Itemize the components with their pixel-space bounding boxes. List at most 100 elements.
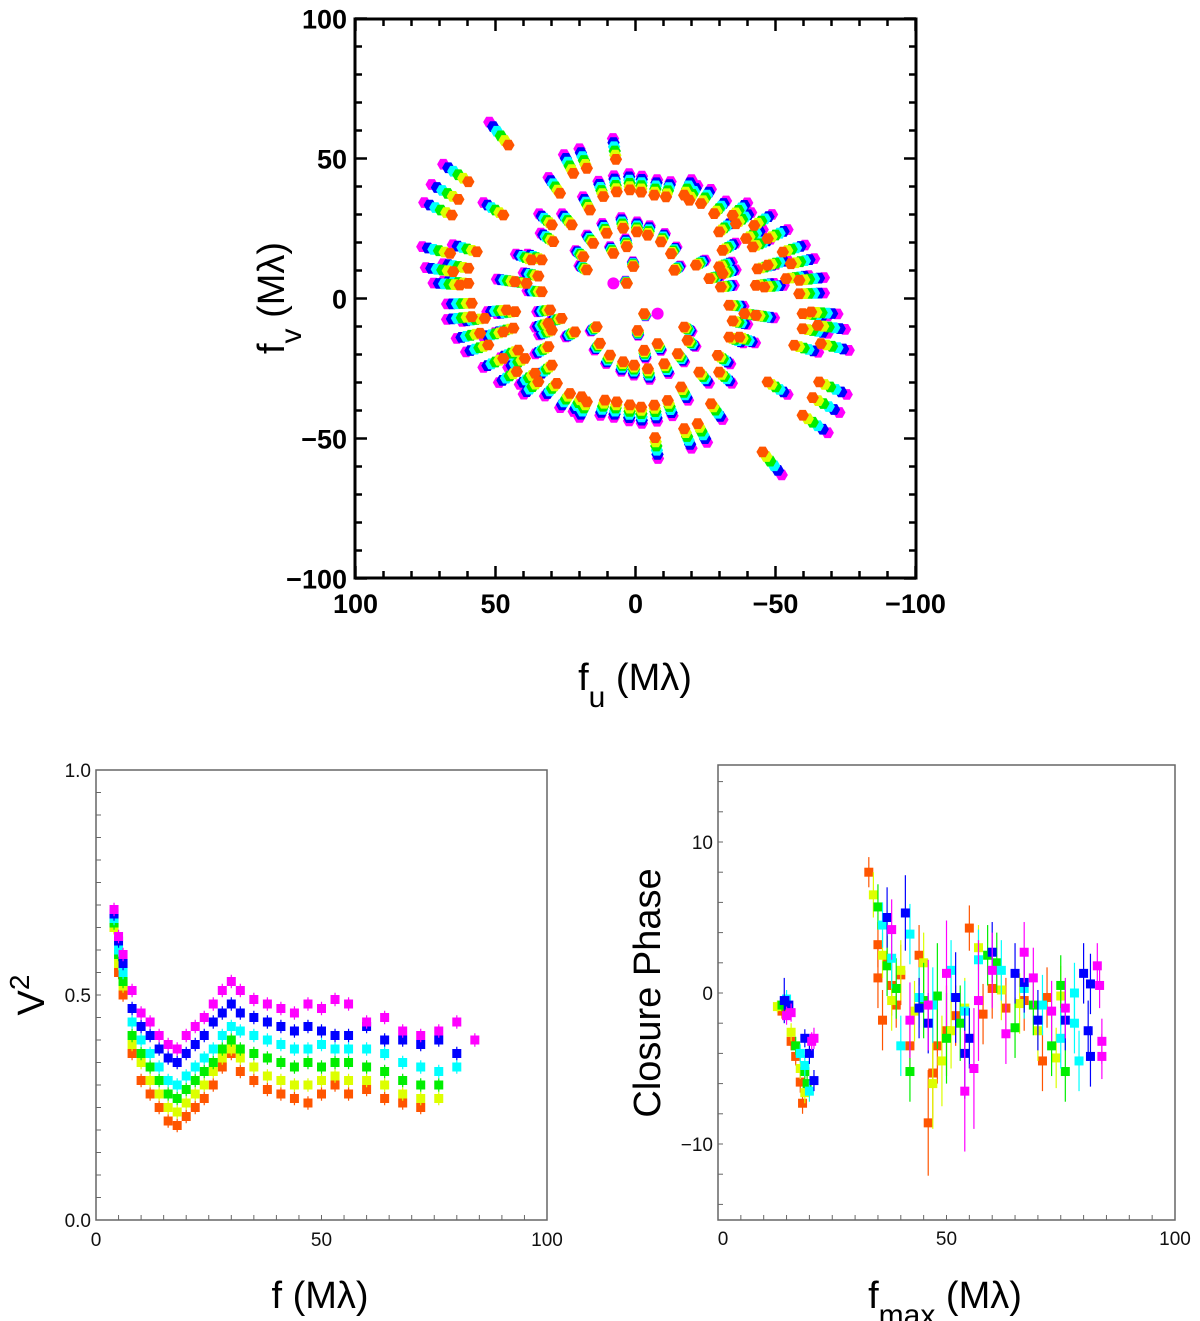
uv-point	[542, 341, 555, 352]
uv-point	[508, 306, 522, 317]
uv-point	[678, 423, 691, 435]
v2-point	[109, 905, 119, 914]
cp-point	[1056, 980, 1066, 990]
uv-point	[713, 261, 726, 273]
uv-point	[713, 366, 726, 378]
uv-point	[641, 363, 654, 375]
v2-point	[199, 1053, 209, 1063]
uv-point	[620, 278, 633, 289]
v2-point	[154, 1076, 164, 1085]
v2-point	[127, 1004, 137, 1013]
uv-point	[739, 233, 753, 244]
cp-point	[928, 1079, 938, 1089]
v2-point	[181, 1085, 191, 1094]
v2-point	[235, 1053, 245, 1063]
v2-point	[398, 1076, 408, 1085]
cp-point	[795, 1048, 805, 1058]
uv-point	[654, 236, 668, 248]
cp-point	[882, 961, 892, 971]
uv-point	[723, 299, 736, 311]
v2-point	[235, 1008, 245, 1018]
uv-point	[627, 261, 640, 272]
v2-plot-frame	[95, 769, 548, 1221]
v2-point	[276, 1058, 286, 1067]
v2-point	[452, 1049, 462, 1058]
cp-point	[1033, 1015, 1043, 1025]
v2-point	[303, 999, 313, 1009]
x-tick-label: 100	[531, 1230, 563, 1251]
cp-point	[1019, 947, 1029, 957]
x-axis-label-rest: (Mλ)	[935, 1275, 1022, 1317]
y-axis-label-base: V	[11, 989, 53, 1015]
uv-channel-4	[438, 135, 833, 462]
cp-point	[983, 950, 993, 960]
cp-point	[905, 1067, 915, 1077]
v2-point	[163, 1040, 173, 1049]
uv-point	[528, 367, 542, 379]
uv-point	[796, 323, 809, 335]
cp-point	[969, 1064, 979, 1073]
v2-point	[226, 1022, 236, 1031]
v2-point	[416, 1094, 426, 1103]
uv-point	[497, 353, 510, 364]
uv-point	[638, 344, 651, 356]
uv-point	[623, 399, 637, 411]
v2-point	[303, 1044, 313, 1054]
cp-point	[910, 1006, 920, 1016]
y-axis-label-base: Closure Phase	[627, 868, 669, 1117]
v2-point	[380, 1067, 390, 1076]
cp-point	[1037, 1000, 1047, 1010]
v2-point	[362, 1085, 372, 1094]
v2-point	[127, 1031, 137, 1040]
uv-point	[508, 276, 522, 288]
uv-channel-0	[416, 116, 855, 481]
v2-point	[226, 1035, 236, 1045]
v2-point	[289, 1080, 299, 1090]
v2-point	[190, 1040, 200, 1049]
uv-point	[678, 321, 691, 333]
cp-point	[937, 1056, 947, 1066]
uv-point	[482, 339, 495, 351]
y-tick-label: 0.0	[65, 1211, 91, 1232]
x-axis-label: fu (Mλ)	[578, 657, 692, 714]
cp-point	[1097, 1051, 1107, 1061]
cp-point	[800, 1033, 810, 1043]
v2-point	[145, 1017, 155, 1027]
cp-point	[804, 1086, 814, 1096]
v2-point	[208, 999, 218, 1009]
v2-point	[163, 1103, 173, 1112]
v2-point	[172, 1107, 182, 1117]
cp-point	[868, 890, 878, 900]
uv-point	[465, 311, 478, 323]
uv-point	[502, 139, 515, 151]
uv-point	[535, 254, 548, 266]
uv-point	[693, 366, 706, 378]
uv-point	[751, 263, 764, 275]
uv-point	[445, 209, 458, 221]
cp-point	[1010, 968, 1020, 978]
x-tick-label: 50	[936, 1229, 957, 1250]
y-axis-label-base: f	[251, 343, 293, 354]
v2-point	[470, 1035, 480, 1045]
cp-point	[914, 1003, 924, 1013]
cp-point	[928, 1000, 938, 1010]
v2-point	[181, 1098, 191, 1108]
v2-point	[317, 1040, 326, 1049]
cp-point	[1037, 1056, 1047, 1066]
v2-point	[190, 1022, 200, 1031]
cp-point	[1085, 1051, 1095, 1061]
v2-point	[289, 1044, 299, 1054]
v2-point	[344, 1089, 354, 1099]
v2-point	[289, 1026, 299, 1036]
y-tick-label: −100	[286, 565, 347, 595]
v2-point	[136, 1049, 146, 1058]
v2-point	[434, 1067, 444, 1076]
v2-point	[249, 1049, 259, 1058]
uv-point	[806, 392, 819, 403]
cp-point	[782, 1011, 792, 1021]
v2-point	[262, 1053, 272, 1063]
v2-point	[136, 1008, 146, 1018]
uv-point	[510, 366, 523, 377]
uv-point	[627, 359, 641, 371]
